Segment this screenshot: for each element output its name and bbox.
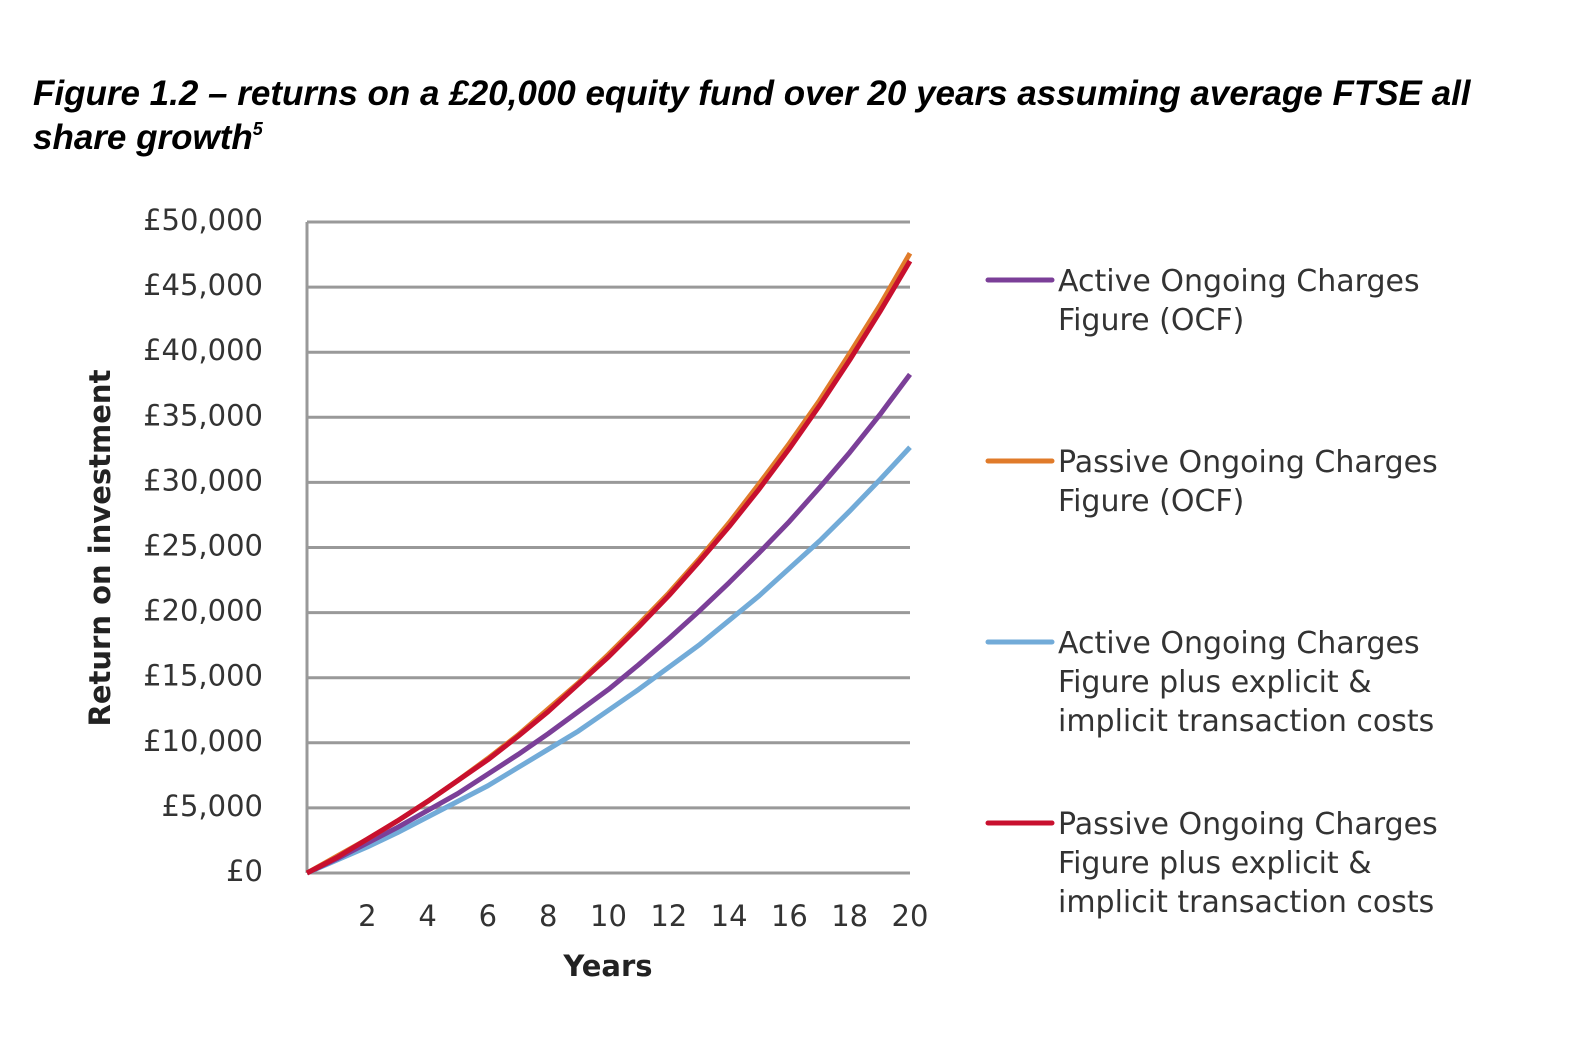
x-tick-label: 14	[711, 899, 748, 933]
chart-title-block: Figure 1.2 – returns on a £20,000 equity…	[33, 72, 1533, 160]
y-tick-label: £15,000	[143, 659, 263, 693]
y-tick-label: £5,000	[162, 789, 263, 823]
y-tick-label: £20,000	[143, 594, 263, 628]
y-tick-label: £10,000	[143, 724, 263, 758]
y-tick-label: £45,000	[143, 268, 263, 302]
legend-label: Passive Ongoing Charges Figure (OCF)	[1058, 445, 1438, 519]
x-tick-label: 18	[831, 899, 868, 933]
footnote-marker: 5	[252, 119, 263, 139]
x-tick-label: 12	[650, 899, 687, 933]
series-line	[305, 259, 913, 876]
series-line	[305, 251, 913, 876]
y-tick-label: £25,000	[143, 529, 263, 563]
series-line	[306, 445, 912, 876]
x-tick-label: 4	[418, 899, 436, 933]
y-axis-label: Return on investment	[83, 369, 117, 726]
legend-label: Active Ongoing Charges Figure (OCF)	[1058, 264, 1420, 338]
x-axis-label: Years	[562, 949, 652, 983]
legend-label: Active Ongoing Charges Figure plus expli…	[1058, 626, 1435, 739]
y-tick-label: £50,000	[143, 203, 263, 237]
y-tick-label: £0	[226, 854, 263, 888]
x-tick-label: 2	[358, 899, 376, 933]
x-tick-label: 8	[539, 899, 557, 933]
y-tick-label: £35,000	[143, 398, 263, 432]
x-tick-label: 10	[590, 899, 627, 933]
legend-label: Passive Ongoing Charges Figure plus expl…	[1058, 807, 1438, 920]
y-tick-label: £30,000	[143, 463, 263, 497]
y-tick-label: £40,000	[143, 333, 263, 367]
x-tick-label: 16	[771, 899, 808, 933]
series-line	[305, 372, 913, 876]
x-tick-label: 6	[479, 899, 497, 933]
x-tick-label: 20	[892, 899, 929, 933]
chart-title: Figure 1.2 – returns on a £20,000 equity…	[33, 74, 1471, 157]
